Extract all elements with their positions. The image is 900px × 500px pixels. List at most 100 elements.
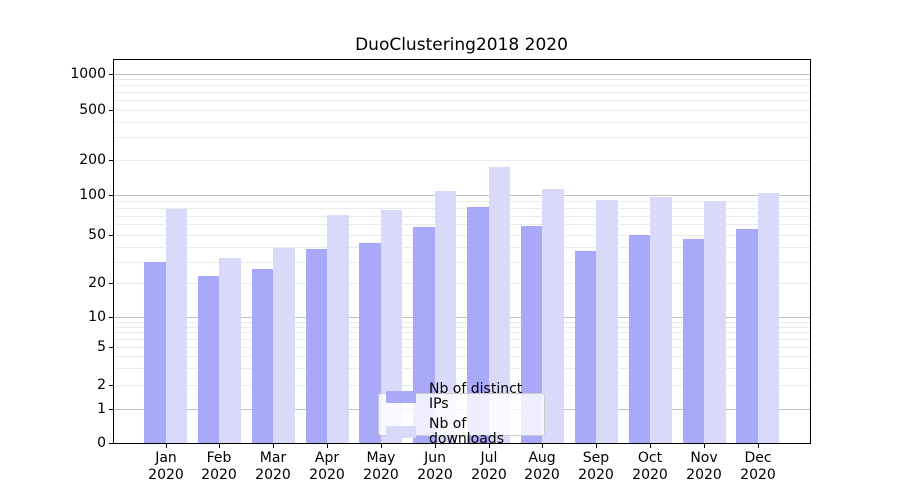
bar-nb-of-distinct-ips-feb	[197, 275, 220, 443]
gridline-major-10	[113, 317, 810, 318]
x-tick-nov	[704, 444, 705, 448]
legend-item-distinct-ips: Nb of distinct IPs	[379, 382, 544, 412]
x-tick-label-jun: Jun 2020	[417, 450, 453, 483]
x-tick-label-feb: Feb 2020	[201, 450, 237, 483]
x-tick-oct	[650, 444, 651, 448]
y-tick-1	[109, 409, 113, 410]
x-tick-label-oct: Oct 2020	[632, 450, 668, 483]
y-tick-label-20: 20	[88, 275, 106, 291]
bar-nb-of-downloads-jan	[165, 209, 187, 443]
bar-nb-of-distinct-ips-dec	[736, 229, 758, 443]
gridline-minor-8	[113, 327, 810, 328]
gridline-minor-3	[113, 368, 810, 369]
bar-nb-of-downloads-jun	[434, 191, 457, 443]
gridline-minor-4	[113, 356, 810, 357]
gridline-minor-500	[113, 110, 810, 111]
gridline-minor-9	[113, 322, 810, 323]
x-tick-label-nov: Nov 2020	[686, 450, 722, 483]
legend: Nb of distinct IPs Nb of downloads	[378, 382, 545, 447]
gridline-minor-700	[113, 92, 810, 93]
gridline-minor-30	[113, 262, 810, 263]
x-tick-label-mar: Mar 2020	[255, 450, 291, 483]
y-tick-label-500: 500	[79, 102, 106, 118]
gridline-minor-400	[113, 122, 810, 123]
gridline-minor-90	[113, 201, 810, 202]
gridline-minor-70	[113, 216, 810, 217]
bar-nb-of-distinct-ips-aug	[520, 226, 543, 443]
gridline-minor-5	[113, 347, 810, 348]
x-tick-mar	[273, 444, 274, 448]
gridline-minor-7	[113, 332, 810, 333]
x-tick-dec	[758, 444, 759, 448]
y-tick-0	[109, 443, 113, 444]
x-tick-label-sep: Sep 2020	[578, 450, 614, 483]
gridline-minor-80	[113, 208, 810, 209]
y-tick-20	[109, 283, 113, 284]
bar-nb-of-distinct-ips-mar	[251, 269, 274, 443]
legend-label-downloads: Nb of downloads	[429, 416, 504, 447]
bar-nb-of-distinct-ips-jul	[467, 207, 489, 443]
gridline-major-1000	[113, 74, 810, 75]
gridline-major-100	[113, 195, 810, 196]
legend-item-downloads: Nb of downloads	[379, 417, 544, 447]
gridline-minor-900	[113, 79, 810, 80]
downloads-swatch-icon	[386, 426, 416, 438]
y-tick-100	[109, 195, 113, 196]
y-tick-label-10: 10	[88, 309, 106, 325]
y-tick-label-100: 100	[79, 187, 106, 203]
chart-title: DuoClustering2018 2020	[355, 35, 568, 55]
bar-nb-of-downloads-dec	[757, 192, 780, 443]
x-tick-label-aug: Aug 2020	[524, 450, 560, 483]
bar-nb-of-distinct-ips-may	[359, 242, 381, 443]
bar-nb-of-downloads-mar	[273, 248, 295, 443]
x-tick-label-apr: Apr 2020	[309, 450, 345, 483]
y-tick-10	[109, 317, 113, 318]
y-tick-label-2: 2	[97, 377, 106, 393]
x-tick-jul	[489, 444, 490, 448]
y-tick-label-1000: 1000	[70, 66, 106, 82]
y-tick-label-0: 0	[97, 435, 106, 451]
bar-nb-of-distinct-ips-oct	[628, 235, 651, 443]
x-tick-aug	[542, 444, 543, 448]
bar-nb-of-distinct-ips-nov	[682, 239, 704, 443]
bar-nb-of-downloads-oct	[650, 197, 672, 443]
y-tick-50	[109, 235, 113, 236]
bar-nb-of-downloads-feb	[219, 258, 241, 443]
bar-nb-of-distinct-ips-jun	[413, 227, 435, 443]
gridline-minor-40	[113, 247, 810, 248]
y-tick-5	[109, 347, 113, 348]
gridline-minor-300	[113, 137, 810, 138]
gridline-minor-60	[113, 224, 810, 225]
bar-nb-of-downloads-apr	[327, 214, 349, 443]
x-tick-apr	[327, 444, 328, 448]
gridline-minor-2	[113, 385, 810, 386]
bar-nb-of-distinct-ips-apr	[305, 249, 328, 443]
gridline-minor-800	[113, 85, 810, 86]
x-tick-feb	[219, 444, 220, 448]
x-tick-sep	[596, 444, 597, 448]
y-tick-label-5: 5	[97, 339, 106, 355]
gridline-minor-200	[113, 160, 810, 161]
gridline-minor-20	[113, 283, 810, 284]
x-tick-may	[381, 444, 382, 448]
x-tick-label-dec: Dec 2020	[740, 450, 776, 483]
y-tick-label-1: 1	[97, 401, 106, 417]
x-tick-jun	[435, 444, 436, 448]
gridline-minor-6	[113, 339, 810, 340]
legend-label-distinct-ips: Nb of distinct IPs	[429, 381, 523, 412]
bar-nb-of-downloads-nov	[704, 201, 726, 443]
x-tick-label-jul: Jul 2020	[471, 450, 507, 483]
bar-nb-of-distinct-ips-jan	[144, 261, 166, 443]
y-tick-label-200: 200	[79, 152, 106, 168]
y-tick-500	[109, 110, 113, 111]
y-tick-1000	[109, 74, 113, 75]
bar-nb-of-downloads-may	[380, 210, 403, 443]
x-tick-label-may: May 2020	[363, 450, 399, 483]
gridline-minor-50	[113, 235, 810, 236]
bar-nb-of-distinct-ips-sep	[574, 250, 597, 443]
bar-nb-of-downloads-jul	[488, 167, 511, 443]
y-tick-2	[109, 385, 113, 386]
y-tick-label-50: 50	[88, 227, 106, 243]
bar-nb-of-downloads-sep	[596, 199, 618, 443]
